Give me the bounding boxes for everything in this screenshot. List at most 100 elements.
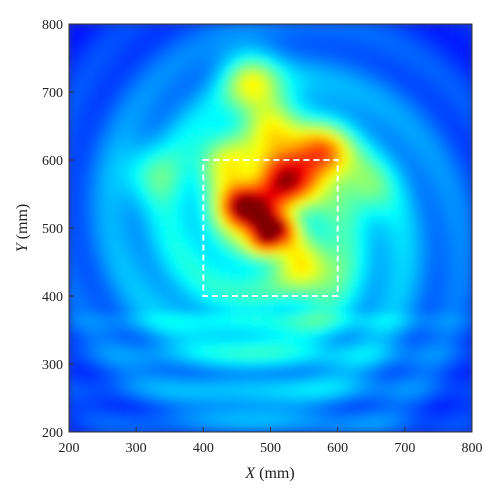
heatmap-cell <box>208 323 215 330</box>
heatmap-cell <box>310 257 317 264</box>
heatmap-cell <box>197 198 204 205</box>
heatmap-cell <box>289 274 296 281</box>
heatmap-cell <box>235 176 242 183</box>
heatmap-cell <box>101 230 108 237</box>
heatmap-cell <box>192 372 199 379</box>
heatmap-cell <box>219 344 226 351</box>
heatmap-cell <box>85 132 92 139</box>
heatmap-cell <box>257 317 264 324</box>
heatmap-cell <box>69 72 75 79</box>
heatmap-cell <box>122 121 129 128</box>
heatmap-cell <box>273 399 280 406</box>
heatmap-cell <box>283 111 290 118</box>
heatmap-cell <box>176 241 183 248</box>
heatmap-cell <box>364 56 371 63</box>
heatmap-cell <box>332 247 339 254</box>
heatmap-cell <box>197 377 204 384</box>
heatmap-cell <box>160 404 167 411</box>
heatmap-cell <box>257 383 264 390</box>
heatmap-cell <box>348 323 355 330</box>
heatmap-cell <box>310 154 317 161</box>
heatmap-cell <box>187 192 194 199</box>
heatmap-cell <box>407 323 414 330</box>
heatmap-cell <box>267 323 274 330</box>
heatmap-cell <box>187 67 194 74</box>
heatmap-cell <box>326 426 333 432</box>
heatmap-cell <box>111 388 118 395</box>
heatmap-cell <box>138 121 145 128</box>
heatmap-cell <box>128 78 135 85</box>
heatmap-cell <box>197 149 204 156</box>
heatmap-cell <box>181 198 188 205</box>
heatmap-cell <box>321 45 328 52</box>
heatmap-cell <box>418 301 425 308</box>
heatmap-cell <box>85 62 92 69</box>
heatmap-cell <box>214 111 221 118</box>
heatmap-cell <box>128 170 135 177</box>
heatmap-cell <box>402 165 409 172</box>
heatmap-cell <box>316 301 323 308</box>
heatmap-cell <box>203 268 210 275</box>
heatmap-cell <box>326 105 333 112</box>
heatmap-cell <box>79 421 86 428</box>
heatmap-cell <box>235 105 242 112</box>
heatmap-cell <box>235 377 242 384</box>
heatmap-cell <box>171 399 178 406</box>
heatmap-cell <box>235 263 242 270</box>
heatmap-cell <box>343 89 350 96</box>
heatmap-cell <box>353 132 360 139</box>
heatmap-cell <box>273 285 280 292</box>
heatmap-cell <box>95 127 102 134</box>
heatmap-cell <box>386 306 392 313</box>
heatmap-cell <box>197 176 204 183</box>
heatmap-cell <box>138 317 145 324</box>
heatmap-cell <box>79 138 86 145</box>
heatmap-cell <box>391 263 398 270</box>
heatmap-cell <box>412 138 419 145</box>
heatmap-cell <box>203 165 210 172</box>
heatmap-cell <box>149 301 156 308</box>
heatmap-cell <box>300 301 307 308</box>
heatmap-cell <box>359 89 366 96</box>
heatmap-cell <box>192 263 199 270</box>
heatmap-cell <box>117 203 124 210</box>
heatmap-cell <box>294 94 301 101</box>
heatmap-cell <box>418 198 425 205</box>
heatmap-cell <box>181 149 188 156</box>
heatmap-cell <box>294 263 301 270</box>
heatmap-cell <box>343 312 350 319</box>
heatmap-cell <box>402 415 409 422</box>
heatmap-cell <box>224 121 231 128</box>
heatmap-cell <box>69 410 75 417</box>
heatmap-cell <box>418 24 425 31</box>
heatmap-cell <box>106 45 113 52</box>
heatmap-cell <box>380 393 387 400</box>
heatmap-cell <box>289 355 296 362</box>
heatmap-cell <box>305 78 312 85</box>
heatmap-cell <box>69 208 75 215</box>
heatmap-cell <box>321 203 328 210</box>
heatmap-cell <box>187 334 194 341</box>
heatmap-cell <box>305 187 312 194</box>
heatmap-cell <box>128 404 135 411</box>
heatmap-cell <box>348 383 355 390</box>
heatmap-cell <box>316 138 323 145</box>
heatmap-cell <box>106 192 113 199</box>
heatmap-cell <box>187 170 194 177</box>
heatmap-cell <box>128 312 135 319</box>
heatmap-cell <box>369 219 376 226</box>
heatmap-cell <box>364 160 371 167</box>
heatmap-cell <box>278 187 285 194</box>
heatmap-cell <box>343 372 350 379</box>
heatmap-cell <box>79 176 86 183</box>
heatmap-cell <box>300 127 307 134</box>
heatmap-cell <box>224 89 231 96</box>
heatmap-cell <box>128 111 135 118</box>
heatmap-cell <box>391 279 398 286</box>
heatmap-cell <box>262 192 269 199</box>
heatmap-cell <box>316 268 323 275</box>
heatmap-cell <box>240 143 247 150</box>
heatmap-cell <box>79 344 86 351</box>
heatmap-cell <box>332 78 339 85</box>
heatmap-cell <box>321 257 328 264</box>
